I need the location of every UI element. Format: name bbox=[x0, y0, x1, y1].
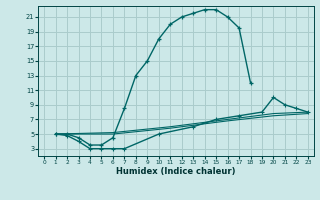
X-axis label: Humidex (Indice chaleur): Humidex (Indice chaleur) bbox=[116, 167, 236, 176]
